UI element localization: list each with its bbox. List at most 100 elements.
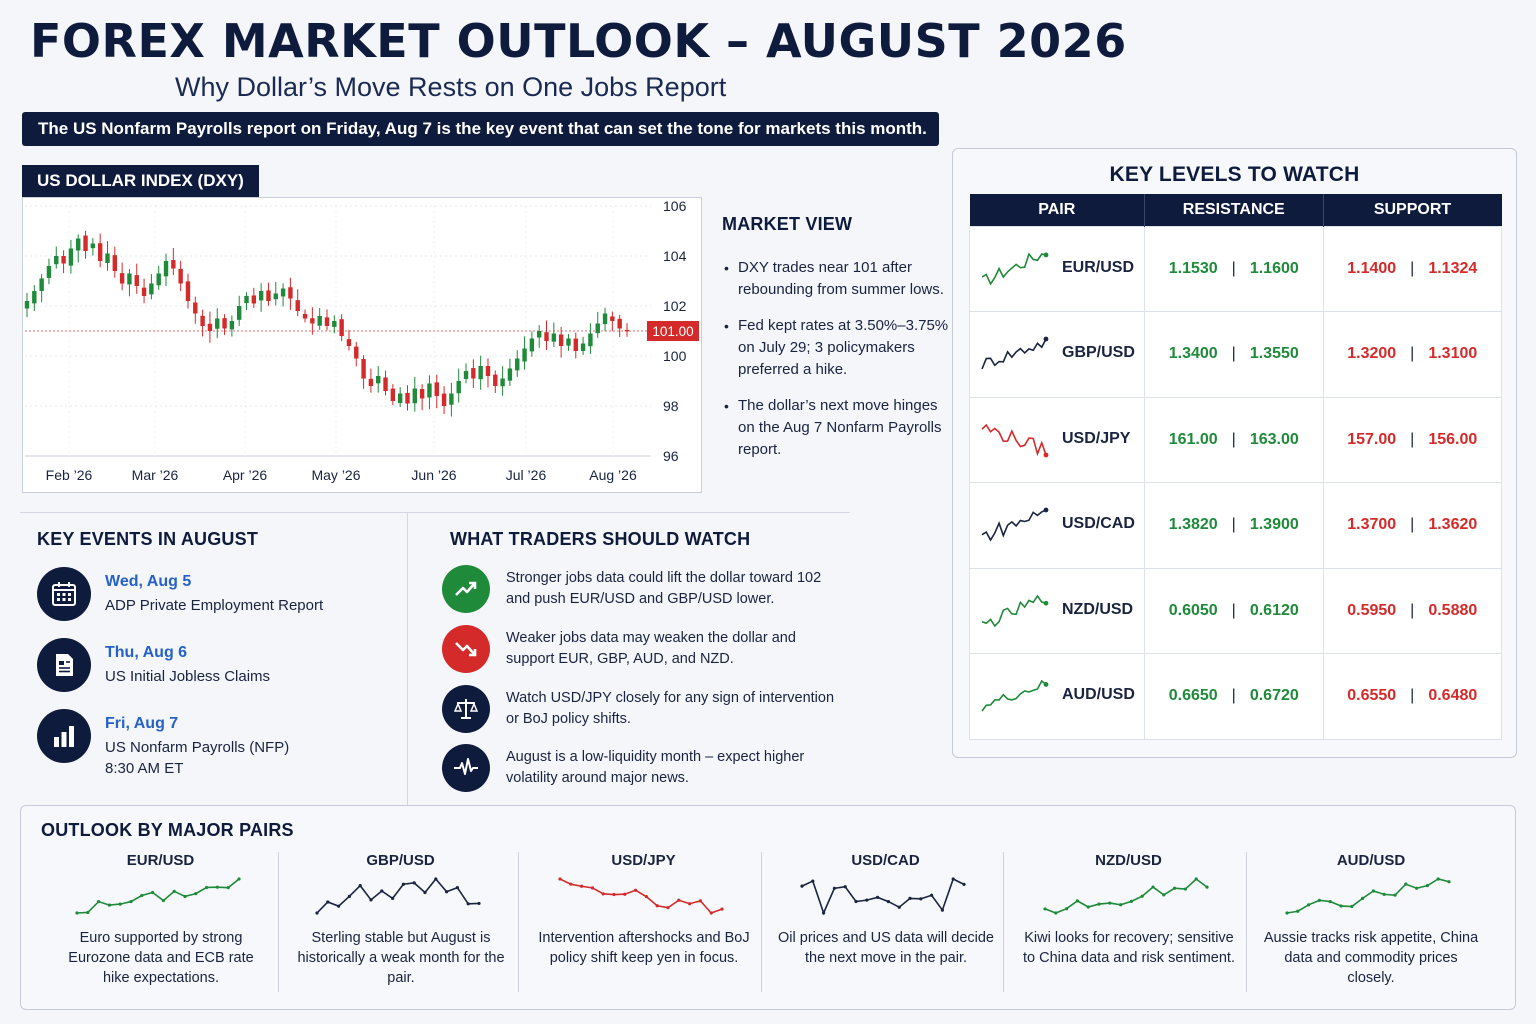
sparkline-point	[151, 890, 155, 895]
candle-body	[149, 283, 154, 295]
support-level-1: 0.6550	[1347, 687, 1397, 705]
candle-body	[171, 260, 176, 269]
candle-body	[324, 317, 330, 326]
sparkline-point	[688, 902, 692, 906]
sparkline-point	[558, 877, 562, 881]
candle-body	[427, 383, 432, 398]
candle-body	[24, 301, 30, 309]
sparkline-point	[315, 911, 319, 915]
sparkline-point	[1447, 880, 1451, 884]
candle-body	[405, 392, 410, 404]
support-level-2: 1.3620	[1428, 516, 1478, 534]
value-separator: |	[1231, 687, 1236, 705]
sparkline-point	[1043, 452, 1049, 457]
dxy-chart-title: US DOLLAR INDEX (DXY)	[22, 165, 259, 197]
candle-body	[46, 266, 52, 278]
resistance-cell: 1.3820 | 1.3900	[1144, 482, 1324, 569]
candle-body	[522, 348, 527, 362]
sparkline-point	[811, 879, 815, 883]
sparkline-point	[601, 892, 605, 896]
candle-body	[441, 393, 447, 406]
sparkline-point	[623, 892, 627, 896]
candle-body	[251, 295, 257, 304]
page-subtitle: Why Dollar’s Move Rests on One Jobs Repo…	[175, 72, 727, 102]
value-separator: |	[1410, 687, 1415, 705]
event-description: US Initial Jobless Claims	[105, 668, 271, 685]
bar-chart-icon	[37, 709, 91, 763]
y-tick-label: 98	[663, 398, 679, 414]
candle-body	[200, 315, 205, 326]
candle-body	[368, 378, 374, 386]
key-levels-title: KEY LEVELS TO WATCH	[1109, 163, 1360, 186]
support-level-1: 157.00	[1347, 430, 1397, 448]
current-value-badge	[647, 321, 699, 341]
resistance-cell: 0.6650 | 0.6720	[1144, 653, 1324, 740]
sparkline-line	[981, 594, 1047, 627]
value-separator: |	[1410, 259, 1415, 277]
candle-body	[354, 346, 359, 359]
event-description-line: US Nonfarm Payrolls (NFP)	[105, 739, 290, 756]
candle-body	[390, 388, 396, 401]
candle-body	[178, 268, 183, 284]
sparkline-point	[865, 898, 869, 902]
candle-body	[310, 318, 315, 324]
value-separator: |	[1231, 345, 1236, 363]
candle-body	[449, 393, 454, 405]
sparkline-line	[981, 251, 1047, 286]
sparkline-point	[337, 904, 341, 908]
candle-body	[90, 243, 96, 249]
candle-body	[295, 300, 300, 311]
column-header-resistance: RESISTANCE	[1144, 194, 1323, 226]
sparkline-point	[590, 886, 594, 890]
sparkline-point	[97, 900, 101, 904]
candle-body	[207, 323, 213, 331]
sparkline-point	[1371, 889, 1375, 893]
watch-text: August is a low-liquidity month – expect…	[506, 749, 805, 786]
sparkline-point	[1328, 899, 1332, 904]
sparkline-point	[1108, 901, 1112, 905]
market-view-point: Fed kept rates at 3.50%–3.75% on July 29…	[722, 315, 950, 381]
market-view-point: DXY trades near 101 after rebounding fro…	[722, 257, 950, 301]
outlook-sparkline	[315, 877, 481, 915]
resistance-level-2: 0.6720	[1249, 687, 1299, 705]
support-cell: 0.5950 | 0.5880	[1322, 567, 1502, 654]
candle-body	[412, 388, 418, 404]
candle-body	[346, 339, 352, 346]
resistance-cell: 161.00 | 163.00	[1144, 396, 1324, 483]
candle-body	[229, 321, 235, 330]
value-separator: |	[1410, 516, 1415, 534]
sparkline-point	[161, 898, 165, 903]
y-tick-label: 104	[663, 248, 687, 264]
candle-body	[163, 261, 169, 277]
sparkline-point	[1404, 882, 1408, 886]
sparkline-point	[709, 911, 713, 915]
trend-sparkline	[981, 507, 1049, 542]
value-separator: |	[1410, 430, 1415, 448]
candle-body	[119, 273, 125, 284]
trend-up-icon	[442, 565, 490, 613]
candle-body	[515, 358, 520, 371]
sparkline-point	[118, 902, 122, 906]
candle-body	[185, 281, 191, 301]
trend-sparkline	[981, 251, 1049, 286]
pair-cell: USD/JPY	[969, 396, 1145, 483]
sparkline-line	[1044, 877, 1208, 914]
candle-body	[112, 255, 118, 271]
sparkline-point	[843, 885, 847, 889]
resistance-level-1: 0.6650	[1168, 687, 1218, 705]
traders-watch-title: WHAT TRADERS SHOULD WATCH	[450, 529, 751, 549]
y-tick-label: 100	[663, 348, 687, 364]
sparkline-point	[1339, 904, 1343, 908]
y-tick-label: 106	[663, 198, 687, 214]
y-tick-label: 96	[663, 448, 679, 464]
candle-body	[134, 275, 139, 286]
pair-name: USD/CAD	[1062, 515, 1135, 532]
pair-name: USD/JPY	[1062, 429, 1131, 447]
resistance-level-1: 1.1530	[1168, 259, 1218, 277]
candle-body	[339, 319, 344, 336]
candle-body	[551, 333, 557, 342]
sparkline-point	[183, 894, 187, 899]
value-separator: |	[1231, 430, 1236, 448]
sparkline-point	[140, 893, 144, 898]
dxy-candlestick-chart: 96 98 100 102 104 106 Feb ’26 Mar ’26 Apr ’26 May…	[24, 198, 699, 483]
